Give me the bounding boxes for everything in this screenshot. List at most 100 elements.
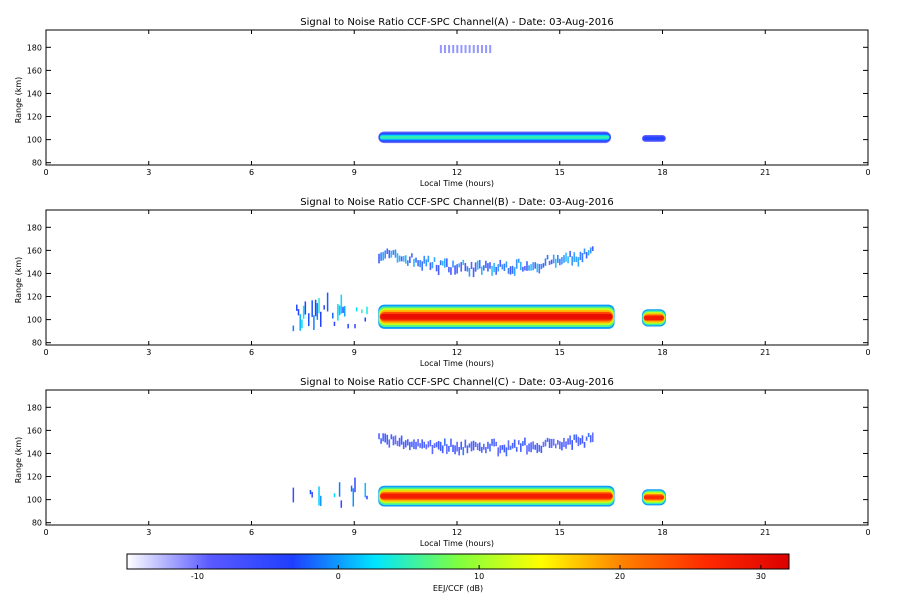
scatter-echo-mark [352,488,355,507]
y-tick-label: 140 [27,449,42,458]
arc-echo-mark [575,434,578,443]
scatter-echo-mark [343,306,346,317]
arc-echo-mark [392,436,395,446]
arc-echo-mark [517,440,520,445]
arc-echo-mark [585,436,588,441]
arc-echo-mark [567,256,569,264]
arc-echo-mark [419,443,421,448]
colorbar-gradient [126,553,790,570]
arc-echo-mark [499,445,502,454]
arc-echo-mark [538,263,541,274]
band-layer [380,493,613,499]
arc-echo-mark [378,433,380,440]
arc-echo-mark [476,443,479,451]
arc-echo-mark [460,262,463,272]
arc-echo-mark [400,435,403,445]
y-tick-label: 120 [27,293,42,302]
colorbar: -10 0 10 20 30 EEJ/CCF (dB) [126,553,790,593]
arc-echo-mark [546,254,549,260]
arc-echo-mark [378,253,380,264]
scatter-echo-mark [354,324,356,329]
y-tick-label: 100 [27,316,42,325]
faint-echo-mark [452,45,455,54]
arc-echo-mark [583,248,586,255]
arc-echo-mark [411,441,413,448]
arc-echo-mark [460,441,463,450]
x-tick-label: 12 [452,528,462,537]
arc-echo-mark [437,440,440,450]
arc-echo-mark [497,264,500,272]
faint-echo-mark [464,45,467,54]
arc-echo-mark [526,445,528,455]
panel-title: Signal to Noise Ratio CCF-SPC Channel(B)… [300,197,614,208]
arc-echo-mark [470,441,473,452]
y-tick-label: 100 [27,496,42,505]
scatter-echo-mark [347,323,349,329]
x-tick-label: 9 [352,348,357,357]
arc-echo-mark [540,445,543,454]
scatter-echo-mark [313,315,315,330]
arc-echo-mark [569,250,571,258]
arc-echo-mark [511,265,514,274]
arc-echo-mark [425,444,428,450]
faint-echo-mark [472,45,475,54]
x-tick-label: 0 [43,528,48,537]
arc-echo-mark [400,256,403,262]
scatter-echo-mark [301,319,303,329]
colorbar-tick-label: 10 [474,572,484,581]
arc-echo-mark [406,439,409,446]
arc-echo-mark [524,437,526,446]
arc-echo-mark [474,262,477,272]
arc-echo-mark [509,266,512,275]
arc-echo-mark [382,251,384,261]
arc-echo-mark [501,264,504,270]
arc-echo-mark [503,444,506,453]
arc-echo-mark [581,252,584,263]
arc-echo-mark [443,438,446,446]
scatter-echo-mark [316,303,319,320]
scatter-echo-mark [333,493,336,498]
y-tick-label: 100 [27,136,42,145]
x-tick-label: 0 [43,348,48,357]
y-tick-label: 180 [27,223,42,232]
arc-echo-mark [565,441,567,449]
arc-echo-mark [526,261,528,271]
colorbar-tick-label: 30 [756,572,766,581]
band-layer [380,135,610,139]
scatter-echo-mark [326,292,329,312]
arc-echo-mark [493,262,495,273]
band-layer [644,315,664,320]
arc-echo-mark [433,443,436,448]
arc-echo-mark [573,252,576,262]
x-tick-label: 3 [146,528,151,537]
arc-echo-mark [530,264,532,271]
x-tick-label: 6 [249,348,254,357]
arc-echo-mark [435,264,438,272]
y-tick-label: 180 [27,403,42,412]
arc-echo-mark [511,442,514,449]
y-axis-label: Range (km) [14,437,23,484]
arc-echo-mark [522,266,524,272]
arc-echo-mark [398,437,401,447]
arc-echo-mark [489,443,491,452]
arc-echo-mark [409,256,411,264]
arc-echo-mark [515,447,518,452]
arc-echo-mark [388,439,391,448]
arc-echo-mark [390,250,393,258]
y-tick-label: 160 [27,426,42,435]
arc-echo-mark [392,250,395,255]
arc-echo-mark [476,260,479,270]
arc-echo-mark [509,445,512,450]
scatter-echo-mark [309,489,312,495]
arc-echo-mark [540,263,543,270]
arc-echo-mark [520,443,522,452]
scatter-echo-mark [296,304,298,311]
scatter-echo-mark [333,321,336,327]
arc-echo-mark [425,259,428,267]
arc-echo-mark [417,260,419,267]
colorbar-tick-label: 0 [336,572,341,581]
arc-echo-mark [396,253,399,263]
scatter-echo-mark [292,487,295,503]
scatter-echo-mark [318,298,320,314]
